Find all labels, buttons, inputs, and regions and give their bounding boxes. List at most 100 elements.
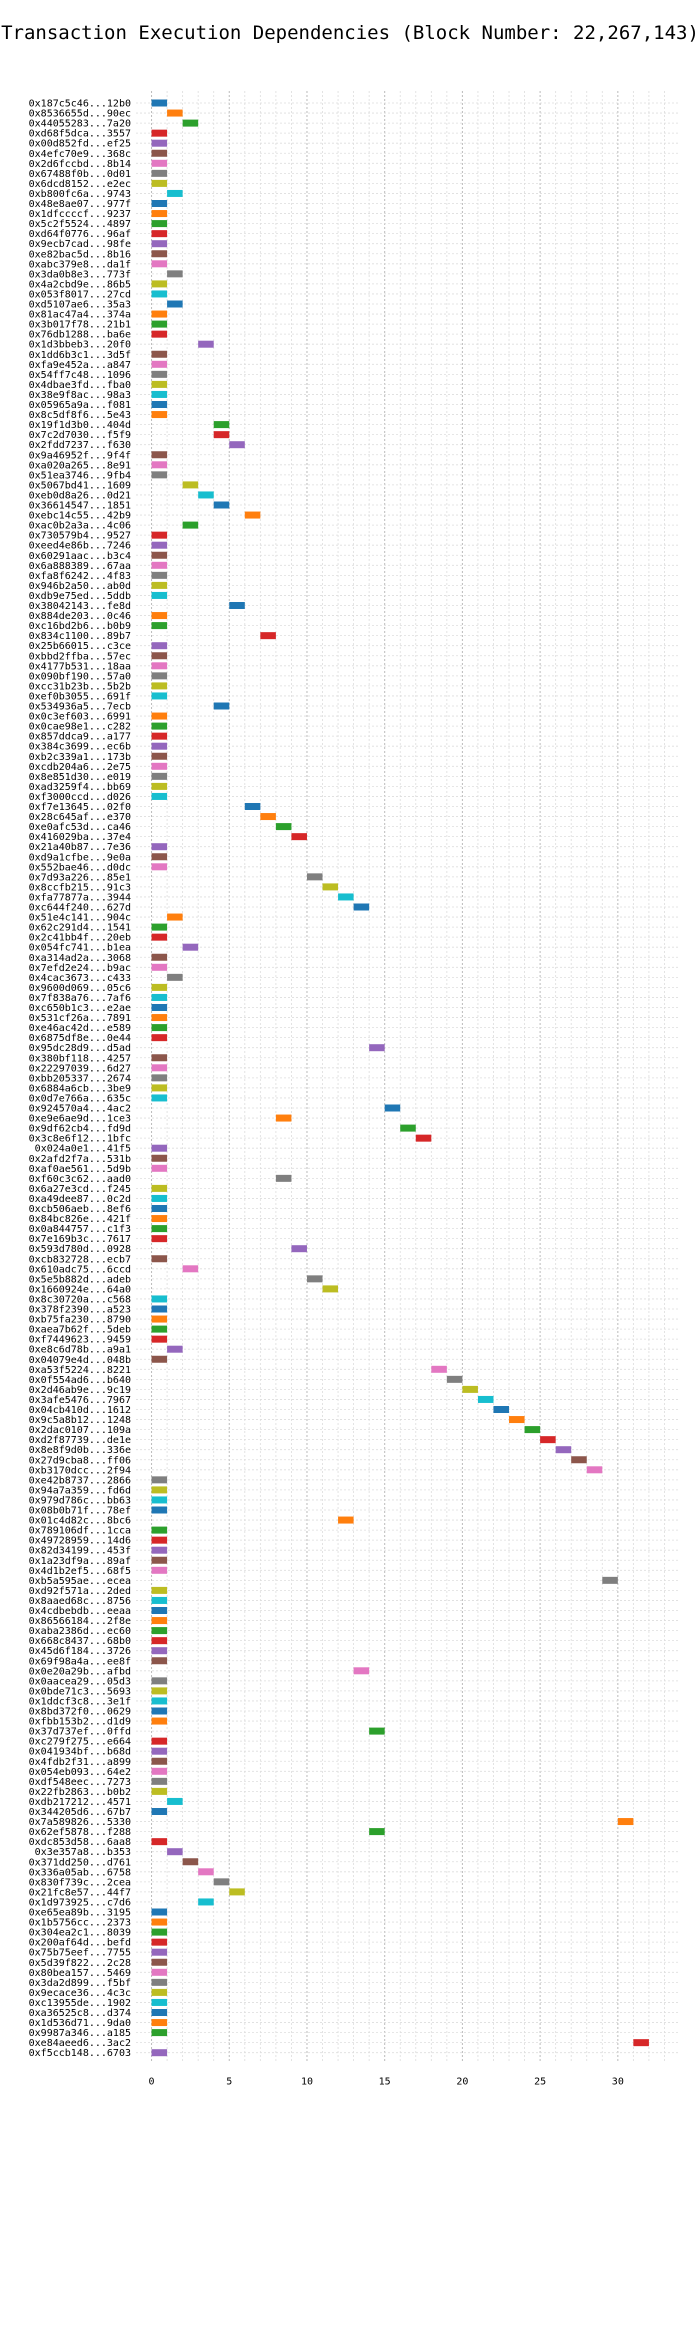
row-label: 0x7e169b3c...7617 (29, 1234, 131, 1245)
execution-bar (151, 159, 168, 167)
execution-bar (151, 149, 168, 157)
row-label: 0x187c5c46...12b0 (29, 99, 131, 110)
execution-bar (151, 1747, 168, 1755)
execution-bar (151, 1255, 168, 1263)
execution-bar (151, 551, 168, 559)
row-label: 0x28c645af...e370 (29, 812, 131, 823)
execution-bar (151, 1546, 168, 1554)
row-label: 0x200af64d...befd (29, 1938, 131, 1949)
execution-bar (353, 903, 370, 911)
execution-bar (151, 1687, 168, 1695)
execution-bar (260, 632, 276, 640)
row-label: 0x01c4d82c...8bc6 (29, 1516, 131, 1527)
row-label: 0x4cdbebdb...eeaa (29, 1606, 131, 1617)
execution-bar (244, 803, 261, 810)
execution-bar (151, 782, 168, 790)
execution-bar (151, 1295, 168, 1303)
execution-bar (151, 682, 168, 690)
execution-bar (151, 1355, 168, 1363)
row-label: 0xb2c339a1...173b (29, 752, 131, 763)
execution-bar (151, 1205, 168, 1212)
execution-bar (462, 1385, 478, 1393)
row-label: 0x1660924e...64a0 (29, 1284, 131, 1295)
row-label: 0x0cae98e1...c282 (29, 722, 131, 733)
row-label: 0x344205d6...67b7 (29, 1807, 131, 1818)
row-label: 0x304ea2c1...8039 (29, 1928, 131, 1939)
row-label: 0x024a0e1...41f5 (35, 1144, 131, 1155)
row-label: 0xa36525c8...d374 (29, 2008, 131, 2019)
row-label: 0x789106df...1cca (29, 1526, 131, 1537)
execution-bar (151, 1808, 168, 1815)
execution-bar (167, 1848, 183, 1856)
execution-bar (353, 1667, 370, 1675)
execution-bar (291, 1245, 307, 1253)
row-label: 0xaba2386d...ec60 (29, 1626, 131, 1637)
row-label: 0x38e9f8ac...98a3 (29, 390, 131, 401)
execution-bar (151, 571, 168, 579)
execution-bar (151, 290, 168, 298)
row-label: 0x534936a5...7ecb (29, 702, 131, 713)
execution-bar (151, 2009, 168, 2016)
row-label: 0x9df62cb4...fd9d (29, 1124, 131, 1135)
execution-bar (151, 772, 168, 780)
row-label: 0x830f739c...2cea (29, 1877, 131, 1888)
row-label: 0xd2f87739...de1e (29, 1435, 131, 1446)
execution-bar (151, 792, 168, 800)
row-label: 0x4cac3673...c433 (29, 973, 131, 984)
row-label: 0xfa77877a...3944 (29, 892, 131, 903)
row-label: 0xe8c6d78b...a9a1 (29, 1345, 131, 1356)
execution-bar (213, 501, 230, 509)
row-label: 0xad3259f4...bb69 (29, 782, 131, 793)
row-label: 0xfa8f6242...4f83 (29, 571, 131, 582)
execution-bar (275, 823, 292, 831)
execution-bar (151, 390, 168, 398)
row-label: 0xabc379e8...da1f (29, 259, 131, 270)
row-label: 0x6a27e3cd...f245 (29, 1184, 131, 1195)
row-label: 0xcb506aeb...8ef6 (29, 1204, 131, 1215)
execution-bar (151, 1335, 168, 1343)
execution-bar (151, 1144, 168, 1152)
row-label: 0xc13955de...1902 (29, 1998, 131, 2009)
row-label: 0x04cb410d...1612 (29, 1405, 131, 1416)
row-label: 0xc644f240...627d (29, 903, 131, 914)
execution-bar (167, 109, 183, 117)
execution-bar (400, 1124, 416, 1132)
row-label: 0x1d3bbeb3...20f0 (29, 340, 131, 351)
row-label: 0x8536655d...90ec (29, 109, 131, 120)
row-label: 0xcb832728...ecb7 (29, 1254, 131, 1265)
execution-bar (151, 250, 168, 258)
row-label: 0xb800fc6a...9743 (29, 189, 131, 200)
execution-bar (151, 1988, 168, 1996)
execution-bar (493, 1406, 510, 1413)
execution-bar (151, 1918, 168, 1926)
row-label: 0xd68f5dca...3557 (29, 129, 131, 140)
execution-bar (151, 471, 168, 479)
row-label: 0x8ccfb215...91c3 (29, 882, 131, 893)
execution-bar (151, 742, 168, 750)
execution-bar (369, 1828, 385, 1836)
execution-bar (198, 491, 214, 499)
row-label: 0x090bf190...57a0 (29, 671, 131, 682)
execution-bar (477, 1395, 494, 1403)
row-label: 0x27d9cba8...ff06 (29, 1455, 131, 1466)
row-label: 0xd92f571a...2ded (29, 1586, 131, 1597)
execution-bar (167, 1797, 183, 1805)
execution-bar (151, 451, 168, 459)
x-tick-label: 25 (534, 2077, 546, 2088)
row-label: 0x9ecace36...4c3c (29, 1988, 131, 1999)
row-label: 0x9600d069...05c6 (29, 983, 131, 994)
x-tick-label: 0 (149, 2077, 155, 2088)
execution-bar (151, 2049, 168, 2057)
row-label: 0x22fb2863...b0b2 (29, 1787, 131, 1798)
execution-bar (602, 1576, 618, 1584)
row-label: 0xaf0ae561...5d9b (29, 1164, 131, 1175)
row-label: 0x51ea3746...9fb4 (29, 470, 131, 481)
row-label: 0xef0b3055...691f (29, 691, 131, 702)
row-label: 0xe65ea89b...3195 (29, 1908, 131, 1919)
execution-bar (182, 1265, 199, 1273)
x-tick-label: 10 (301, 2077, 313, 2088)
row-label: 0x5067bd41...1609 (29, 480, 131, 491)
row-label: 0xe84aeed6...3ac2 (29, 2038, 131, 2049)
execution-bar (151, 1958, 168, 1966)
execution-bar (260, 813, 276, 821)
